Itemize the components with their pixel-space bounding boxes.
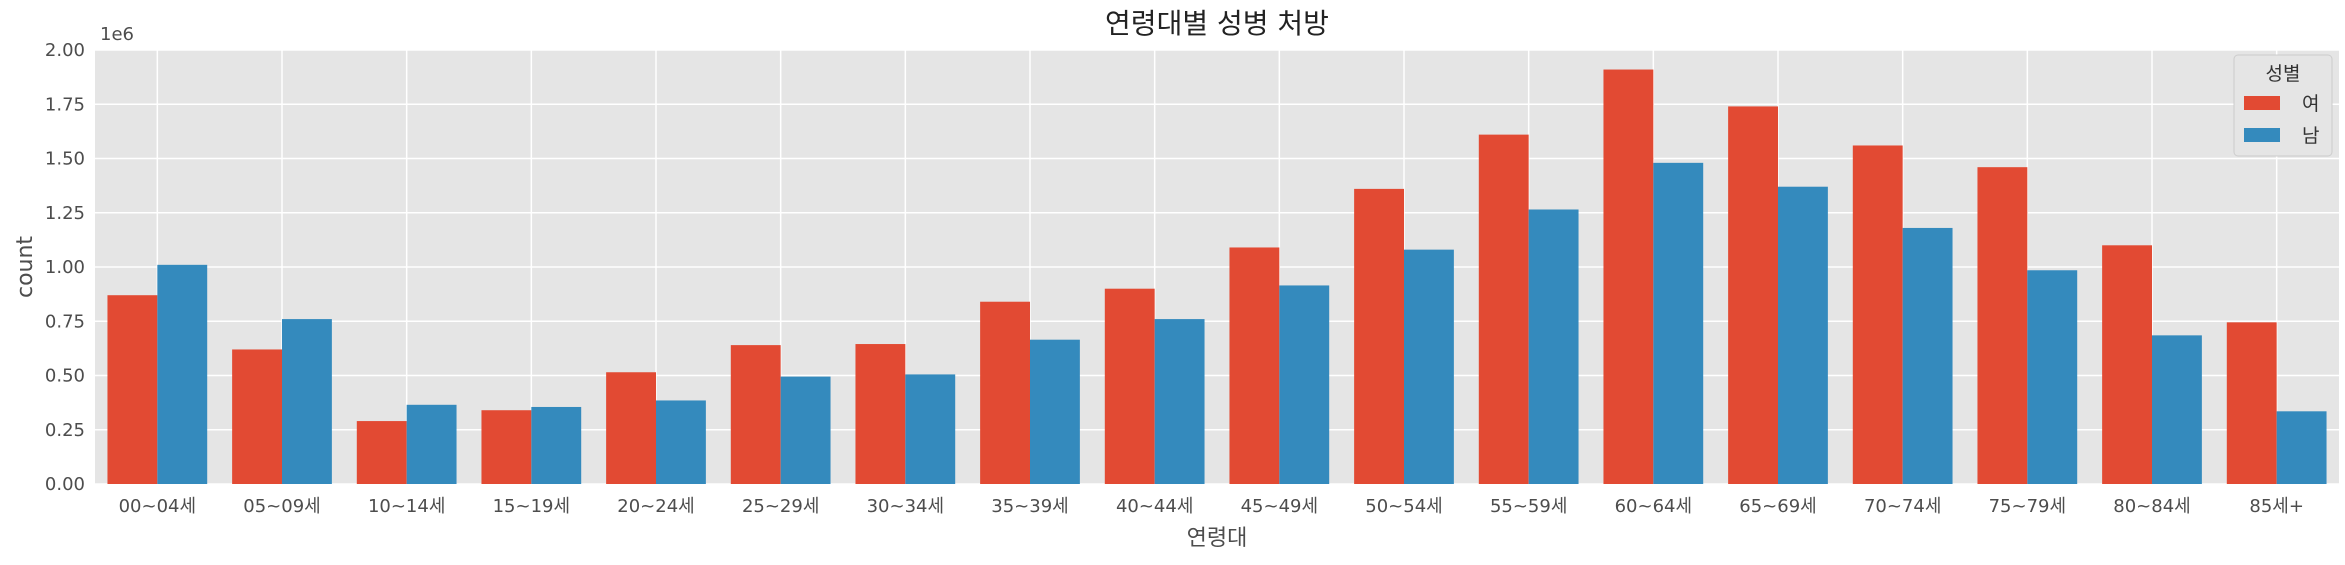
bar-female <box>1478 134 1529 484</box>
x-tick-label: 05~09세 <box>243 496 320 517</box>
x-tick-label: 55~59세 <box>1490 496 1567 517</box>
legend-label-female: 여 <box>2302 93 2319 115</box>
bar-female <box>1977 167 2028 484</box>
legend-swatch-female <box>2244 96 2280 110</box>
bar-female <box>232 349 282 484</box>
x-tick-label: 75~79세 <box>1989 496 2066 517</box>
bars <box>107 69 2327 485</box>
x-tick-label: 15~19세 <box>493 496 570 517</box>
bar-male <box>1528 209 1579 484</box>
x-tick-label: 85세+ <box>2249 496 2304 517</box>
x-tick-label: 45~49세 <box>1241 496 1318 517</box>
bar-male <box>1154 319 1205 484</box>
x-tick-label: 00~04세 <box>119 496 196 517</box>
bar-male <box>2027 270 2078 484</box>
y-tick-label: 0.75 <box>45 311 85 332</box>
x-tick-label: 20~24세 <box>617 496 694 517</box>
legend-swatch-male <box>2244 128 2280 142</box>
bar-female <box>730 345 781 484</box>
bar-male <box>531 406 582 484</box>
bar-female <box>1229 247 1280 484</box>
bar-female <box>606 372 656 484</box>
bar-female <box>855 344 906 484</box>
bar-male <box>780 376 831 484</box>
bar-male <box>1902 227 1953 484</box>
bar-male <box>1030 339 1080 484</box>
bar-female <box>2226 322 2277 484</box>
x-tick-label: 10~14세 <box>368 496 445 517</box>
x-tick-label: 30~34세 <box>867 496 944 517</box>
x-tick-label: 25~29세 <box>742 496 819 517</box>
bar-female <box>1852 145 1903 485</box>
y-tick-labels: 0.00 0.25 0.50 0.75 1.00 1.25 1.50 1.75 2.00 <box>45 40 85 495</box>
y-offset-label: 1e6 <box>100 24 134 45</box>
y-tick-label: 1.75 <box>45 94 85 115</box>
bar-male <box>1279 285 1330 484</box>
bar-female <box>107 295 158 484</box>
y-tick-label: 0.50 <box>45 366 85 387</box>
bar-male <box>406 404 457 484</box>
bar-female <box>980 301 1030 484</box>
bar-male <box>1653 162 1704 484</box>
x-tick-label: 35~39세 <box>991 496 1068 517</box>
x-tick-labels: 00~04세 05~09세 10~14세 15~19세 20~24세 25~29세 30~3… <box>119 496 2304 517</box>
x-tick-label: 40~44세 <box>1116 496 1193 517</box>
bar-female <box>1603 69 1654 484</box>
x-tick-label: 80~84세 <box>2113 496 2190 517</box>
bar-male <box>157 264 208 484</box>
y-tick-label: 1.00 <box>45 257 85 278</box>
y-tick-label: 0.00 <box>45 474 85 495</box>
x-tick-label: 50~54세 <box>1365 496 1442 517</box>
bar-female <box>481 410 532 484</box>
bar-male <box>1778 186 1828 484</box>
bar-male <box>1404 249 1454 484</box>
y-tick-label: 1.50 <box>45 149 85 170</box>
bar-female <box>1104 288 1155 484</box>
bar-female <box>356 421 407 484</box>
legend-title: 성별 <box>2266 63 2301 85</box>
bar-male <box>2152 335 2202 484</box>
bar-male <box>282 319 332 484</box>
bar-female <box>1728 106 1778 485</box>
y-tick-label: 0.25 <box>45 420 85 441</box>
x-tick-label: 60~64세 <box>1615 496 1692 517</box>
bar-female <box>2102 245 2152 484</box>
bar-male <box>656 400 706 484</box>
x-tick-label: 70~74세 <box>1864 496 1941 517</box>
chart-title: 연령대별 성병 처방 <box>1105 7 1329 40</box>
x-tick-label: 65~69세 <box>1739 496 1816 517</box>
y-tick-label: 2.00 <box>45 40 85 61</box>
x-axis-label: 연령대 <box>1187 526 1248 551</box>
legend-label-male: 남 <box>2302 125 2319 147</box>
legend: 성별 여 남 <box>2233 54 2333 157</box>
y-axis-label: count <box>13 236 38 298</box>
bar-male <box>2276 411 2327 484</box>
y-tick-label: 1.25 <box>45 203 85 224</box>
bar-male <box>905 374 956 484</box>
bar-female <box>1354 188 1404 484</box>
